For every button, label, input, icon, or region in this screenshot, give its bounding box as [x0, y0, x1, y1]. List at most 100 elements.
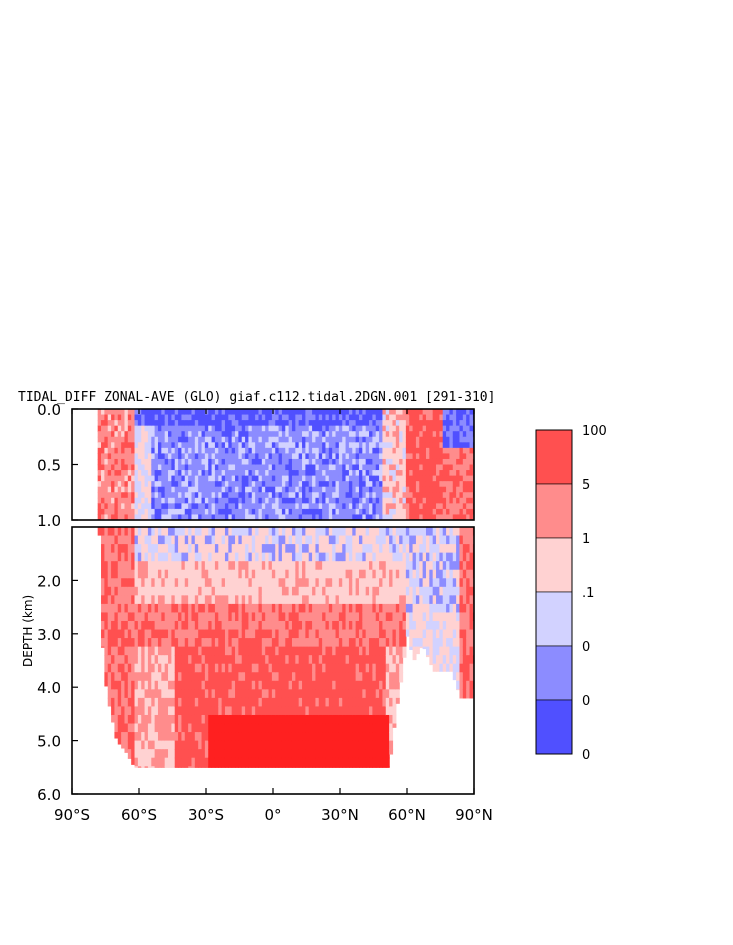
heatmap-cell: [104, 655, 109, 665]
heatmap-cell: [429, 595, 434, 605]
heatmap-cell: [402, 503, 407, 510]
heatmap-cell: [291, 409, 296, 416]
heatmap-cell: [375, 757, 380, 767]
heatmap-cell: [369, 578, 373, 588]
heatmap-cell: [392, 514, 397, 520]
heatmap-cell: [248, 552, 253, 562]
heatmap-cell: [355, 732, 360, 742]
heatmap-cell: [168, 470, 172, 477]
heatmap-cell: [265, 569, 270, 579]
heatmap-cell: [111, 689, 116, 699]
heatmap-cell: [315, 535, 320, 545]
heatmap-cell: [208, 561, 213, 571]
heatmap-cell: [151, 603, 156, 614]
heatmap-cell: [425, 420, 430, 427]
heatmap-cell: [251, 503, 256, 510]
heatmap-cell: [285, 766, 290, 768]
heatmap-cell: [291, 612, 296, 622]
heatmap-cell: [238, 420, 243, 427]
heatmap-cell: [201, 470, 206, 477]
heatmap-cell: [425, 458, 430, 466]
heatmap-cell: [181, 458, 186, 466]
heatmap-cell: [302, 723, 306, 733]
heatmap-cell: [137, 514, 142, 520]
heatmap-cell: [322, 425, 327, 432]
heatmap-cell: [164, 464, 169, 471]
heatmap-cell: [302, 689, 306, 699]
heatmap-cell: [285, 431, 290, 438]
heatmap-cell: [291, 425, 296, 432]
heatmap-cell: [318, 561, 323, 571]
heatmap-cell: [231, 409, 236, 416]
heatmap-cell: [121, 620, 126, 631]
heatmap-cell: [318, 475, 323, 482]
heatmap-cell: [285, 714, 290, 725]
heatmap-cell: [459, 453, 464, 460]
heatmap-cell: [415, 431, 420, 438]
heatmap-cell: [298, 486, 303, 493]
heatmap-cell: [389, 740, 394, 750]
heatmap-cell: [342, 603, 347, 614]
heatmap-cell: [355, 612, 360, 622]
heatmap-cell: [439, 561, 444, 571]
heatmap-cell: [117, 414, 122, 421]
heatmap-cell: [372, 706, 377, 716]
heatmap-cell: [111, 646, 116, 656]
heatmap-cell: [161, 732, 166, 742]
heatmap-cell: [335, 586, 340, 596]
heatmap-cell: [402, 486, 407, 493]
heatmap-cell: [419, 453, 424, 460]
heatmap-cell: [325, 689, 330, 699]
heatmap-cell: [124, 492, 129, 499]
heatmap-cell: [188, 757, 193, 767]
heatmap-cell: [144, 595, 149, 605]
heatmap-cell: [432, 655, 437, 665]
heatmap-cell: [271, 723, 276, 733]
heatmap-cell: [389, 578, 394, 588]
heatmap-cell: [285, 425, 290, 432]
heatmap-cell: [241, 749, 246, 759]
heatmap-cell: [151, 697, 156, 708]
heatmap-cell: [131, 481, 136, 488]
heatmap-cell: [248, 732, 253, 742]
heatmap-cell: [144, 492, 149, 499]
heatmap-cell: [164, 586, 169, 596]
heatmap-cell: [157, 612, 162, 622]
heatmap-cell: [157, 508, 162, 516]
heatmap-cell: [402, 629, 407, 639]
heatmap-cell: [352, 569, 357, 579]
heatmap-cell: [402, 578, 407, 588]
heatmap-cell: [265, 595, 270, 605]
heatmap-cell: [251, 436, 256, 443]
heatmap-cell: [231, 612, 236, 622]
heatmap-cell: [218, 595, 223, 605]
heatmap-cell: [104, 481, 109, 488]
heatmap-cell: [422, 486, 427, 493]
heatmap-cell: [442, 612, 447, 622]
heatmap-cell: [124, 552, 129, 562]
heatmap-cell: [409, 552, 414, 562]
heatmap-cell: [456, 442, 461, 449]
heatmap-cell: [161, 672, 166, 682]
heatmap-cell: [134, 655, 139, 665]
heatmap-cell: [305, 544, 310, 554]
heatmap-cell: [379, 535, 384, 545]
heatmap-cell: [241, 638, 246, 648]
heatmap-cell: [258, 740, 263, 750]
heatmap-cell: [137, 595, 142, 605]
heatmap-cell: [275, 732, 280, 742]
heatmap-cell: [419, 612, 424, 622]
heatmap-cell: [325, 420, 330, 427]
heatmap-cell: [362, 706, 367, 716]
heatmap-cell: [449, 508, 454, 516]
heatmap-cell: [281, 497, 286, 504]
heatmap-cell: [466, 414, 471, 421]
heatmap-cell: [168, 620, 172, 631]
heatmap-cell: [151, 442, 156, 449]
heatmap-cell: [436, 544, 440, 554]
heatmap-cell: [164, 447, 169, 454]
heatmap-cell: [117, 697, 122, 708]
heatmap-cell: [268, 663, 273, 673]
heatmap-cell: [389, 620, 394, 631]
heatmap-cell: [312, 706, 317, 716]
